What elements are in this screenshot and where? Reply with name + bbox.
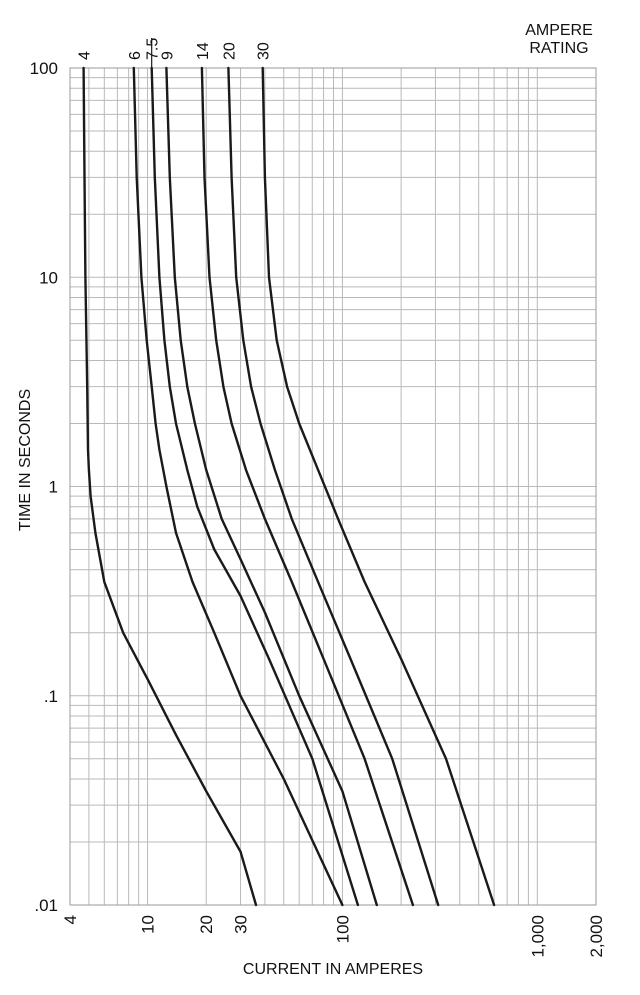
x-tick-label: 10 [139, 915, 158, 934]
y-tick-label: 100 [30, 59, 58, 78]
series-line-9 [165, 66, 378, 907]
legend-title-line: AMPERE [525, 22, 593, 39]
legend-title-line: RATING [529, 40, 588, 57]
x-tick-label: 1,000 [528, 915, 547, 958]
x-tick-label: 100 [333, 915, 352, 943]
series-line-7-5 [150, 66, 360, 907]
y-tick-label: 10 [39, 268, 58, 287]
series-lines [82, 66, 496, 907]
x-tick-label: 4 [61, 915, 80, 924]
grid [69, 67, 597, 906]
series-line-4 [82, 66, 258, 907]
y-tick-label: .1 [44, 687, 58, 706]
series-label: 30 [256, 42, 273, 60]
series-label: 6 [127, 51, 144, 60]
x-tick-label: 2,000 [587, 915, 606, 958]
series-label: 14 [195, 42, 212, 60]
series-label: 7.5 [145, 38, 162, 60]
series-label: 9 [159, 51, 176, 60]
series-line-20 [227, 66, 440, 907]
series-label: 4 [77, 51, 94, 60]
x-tick-label: 30 [232, 915, 251, 934]
series-line-30 [261, 66, 496, 907]
series-label: 20 [221, 42, 238, 60]
y-axis-label: TIME IN SECONDS [17, 389, 34, 531]
y-tick-label: .01 [34, 896, 58, 915]
x-axis-label: CURRENT IN AMPERES [243, 961, 423, 978]
series-line-6 [132, 66, 344, 907]
y-tick-label: 1 [49, 478, 58, 497]
plot-frame [69, 67, 597, 906]
x-tick-label: 20 [197, 915, 216, 934]
series-line-14 [200, 66, 415, 907]
